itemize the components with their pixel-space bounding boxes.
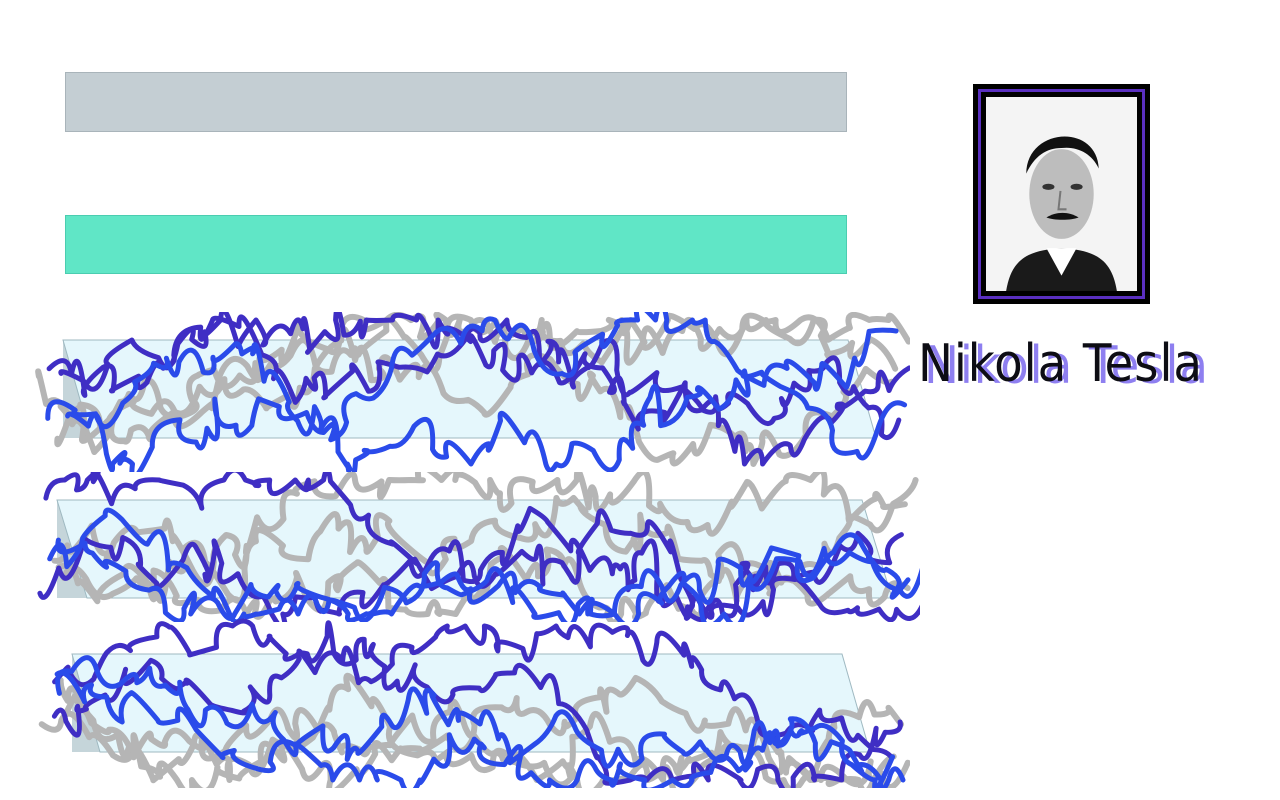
scribble-stroke — [51, 472, 908, 588]
portrait-frame — [973, 84, 1150, 304]
gray-bar — [65, 72, 847, 132]
scribble-stroke — [61, 674, 905, 784]
scribble-stroke — [45, 341, 908, 472]
portrait-inner-frame — [978, 89, 1145, 299]
scribble-panel-1 — [35, 312, 910, 472]
scribble-panel-2 — [37, 472, 920, 622]
scribble-stroke — [47, 507, 920, 622]
scribble-stroke — [46, 314, 910, 467]
teal-bar — [65, 215, 847, 274]
name-label: Nikola Tesla Nikola Tesla — [918, 334, 1274, 400]
scribble-stroke — [65, 312, 899, 472]
scribble-stroke — [58, 312, 902, 440]
name-label-shadow: Nikola Tesla — [924, 336, 1209, 396]
scribble-stroke — [55, 532, 911, 622]
portrait-photo — [986, 97, 1137, 291]
scribble-stroke — [55, 655, 906, 788]
scribble-panel-3 — [38, 618, 910, 788]
scribble-stroke — [43, 472, 920, 622]
scribble-stroke — [51, 620, 903, 788]
scribble-stroke — [52, 618, 895, 761]
name-label-text: Nikola Tesla — [918, 334, 1203, 394]
